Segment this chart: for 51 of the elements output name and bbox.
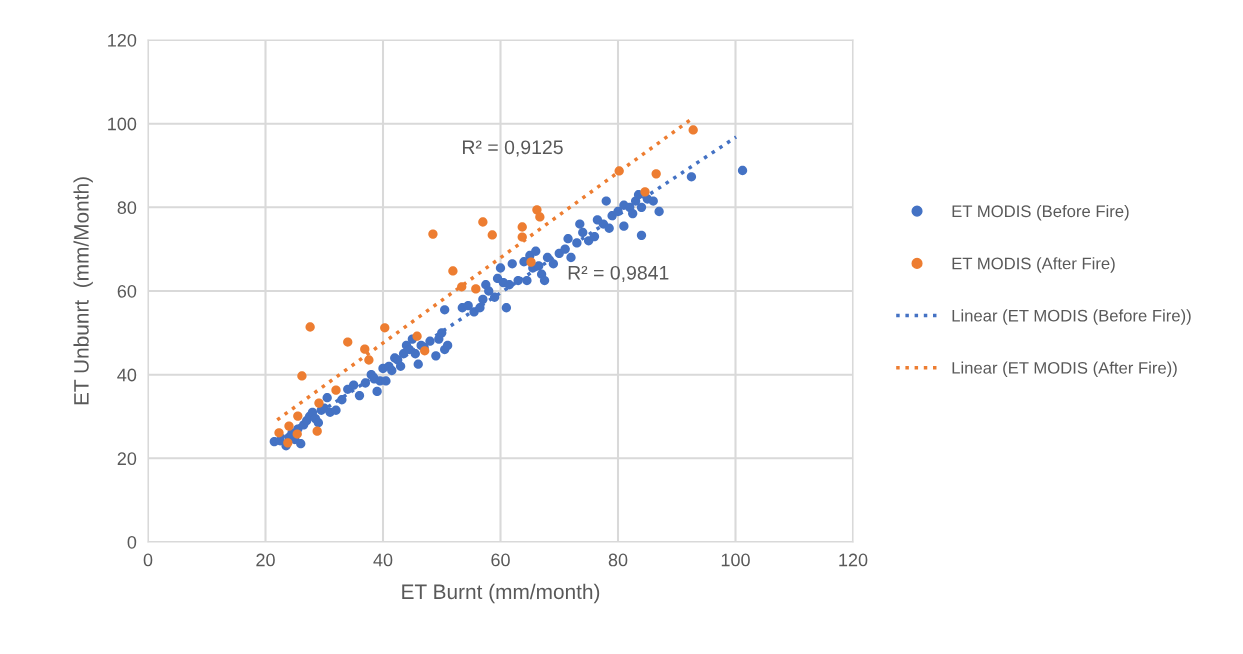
y-tick-label: 40 [117, 368, 137, 382]
x-tick-label: 60 [491, 553, 510, 567]
point [471, 284, 481, 294]
point [412, 331, 422, 341]
point [343, 337, 353, 347]
point [535, 212, 545, 222]
point [688, 125, 698, 135]
point [360, 344, 370, 354]
x-tick-label: 40 [373, 553, 393, 567]
point [457, 282, 467, 292]
y-tick-label: 80 [117, 201, 137, 215]
annotation: R² = 0,9841 [568, 265, 669, 282]
point [297, 371, 307, 381]
point [420, 346, 430, 356]
y-tick-label: 100 [108, 117, 137, 131]
point [517, 222, 527, 232]
point [364, 355, 374, 365]
annotation: R² = 0,9125 [463, 140, 563, 157]
point [614, 166, 624, 176]
point [640, 187, 650, 197]
point [314, 398, 324, 408]
legend-label: Linear (ET MODIS (Before Fire)) [952, 309, 1191, 325]
x-tick-label: 100 [721, 553, 750, 567]
y-tick-label: 20 [117, 452, 137, 466]
point [293, 411, 303, 421]
y-tick-label: 0 [127, 535, 137, 549]
point [448, 266, 458, 276]
point [517, 232, 527, 242]
point [478, 217, 488, 227]
y-axis-title: ET Unbunrt (mm/Month) [73, 177, 93, 405]
x-tick-label: 0 [143, 553, 153, 567]
x-axis-title: ET Burnt (mm/month) [402, 583, 600, 604]
y-tick-label: 120 [108, 33, 137, 47]
point [380, 323, 390, 333]
point [274, 428, 284, 438]
legend-label: Linear (ET MODIS (After Fire)) [952, 361, 1177, 378]
point [651, 169, 661, 179]
point [292, 429, 302, 439]
point [487, 230, 497, 240]
point [526, 257, 536, 267]
x-tick-label: 20 [256, 553, 275, 567]
point [331, 385, 341, 395]
legend-label: ET MODIS (After Fire) [952, 257, 1115, 273]
x-tick-label: 120 [839, 553, 868, 567]
y-tick-label: 60 [117, 284, 137, 298]
legend-label: ET MODIS (Before Fire) [952, 204, 1129, 221]
point [305, 322, 315, 332]
x-tick-label: 80 [608, 553, 628, 567]
point [312, 426, 322, 436]
point [284, 421, 294, 431]
point [428, 229, 438, 239]
